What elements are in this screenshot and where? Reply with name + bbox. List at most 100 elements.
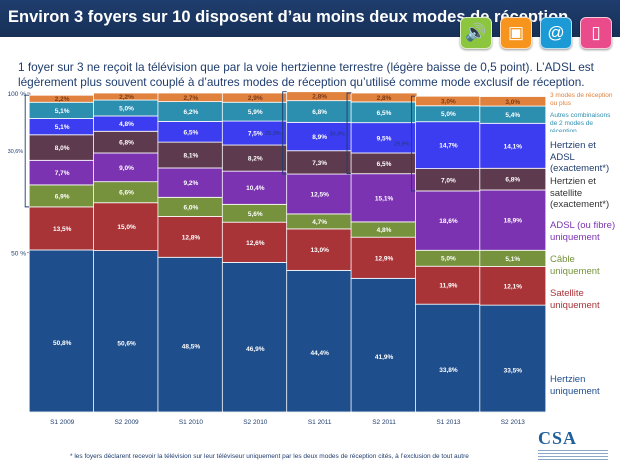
data-label: 6,5%	[377, 110, 392, 117]
data-label: 6,8%	[505, 177, 520, 184]
x-tick-label: S1 2013	[436, 419, 461, 426]
data-label: 5,6%	[248, 211, 263, 218]
data-label: 2,2%	[55, 96, 70, 103]
data-label: 7,0%	[441, 177, 456, 184]
legend-item: Autres combinaisons de 2 modes de récept…	[550, 112, 611, 132]
data-label: 2,2%	[119, 94, 134, 101]
data-label: 2,7%	[184, 95, 199, 102]
media-icons: 🔊 ▣ @ ▯	[460, 17, 612, 49]
data-label: 4,8%	[377, 227, 392, 234]
data-label: 9,5%	[377, 135, 392, 142]
x-tick-label: S2 2013	[501, 419, 526, 426]
bar-segment	[350, 236, 418, 279]
bar-segment	[221, 221, 289, 263]
bar-segment	[286, 173, 354, 215]
footnote: * les foyers déclarent recevoir la télév…	[70, 453, 469, 460]
legend-label: Hertzien et satellite (exactement*)	[550, 176, 610, 210]
bar-segment	[286, 269, 354, 413]
bracket	[410, 95, 416, 192]
data-label: 14,1%	[504, 143, 523, 150]
data-label: 10,4%	[246, 185, 265, 192]
bracket-label: 29,9%	[394, 142, 410, 148]
data-label: 48,5%	[182, 344, 201, 351]
legend-item: 3 modes de réception ou plus	[550, 92, 613, 107]
data-label: 50,6%	[117, 340, 136, 347]
data-label: 15,1%	[375, 195, 394, 202]
data-label: 46,9%	[246, 346, 265, 353]
data-label: 6,8%	[119, 140, 134, 147]
data-label: 8,0%	[55, 145, 70, 152]
data-label: 5,1%	[505, 256, 520, 263]
bar-segment	[28, 249, 96, 413]
bar-segment	[157, 141, 225, 169]
legend-label: Hertzien uniquement	[550, 374, 600, 397]
bar-segment	[350, 173, 418, 223]
speaker-icon: 🔊	[460, 17, 492, 49]
data-label: 9,0%	[119, 165, 134, 172]
legend-label: Câble uniquement	[550, 254, 600, 277]
bracket	[346, 92, 352, 175]
data-label: 4,8%	[119, 121, 134, 128]
x-tick-label: S1 2011	[308, 419, 332, 426]
legend-item: Hertzien et ADSL (exactement*)	[550, 140, 610, 174]
logo-lines	[538, 450, 608, 460]
bracket-label: 30,4%	[329, 131, 345, 137]
logo-text: CSA	[538, 428, 578, 448]
data-label: 6,6%	[119, 190, 134, 197]
legend-item: Hertzien et satellite (exactement*)	[550, 176, 610, 210]
data-label: 5,9%	[248, 109, 263, 116]
bar-segment	[28, 134, 96, 161]
x-tick-label: S2 2010	[243, 419, 268, 426]
y-tick-label: 100 %	[8, 91, 27, 98]
data-label: 9,2%	[184, 180, 199, 187]
bar-segment	[479, 189, 547, 251]
bar-segment	[479, 96, 547, 107]
x-tick-label: S2 2011	[372, 419, 396, 426]
legend-label: Satellite uniquement	[550, 288, 600, 311]
legend-item: Satellite uniquement	[550, 288, 600, 311]
legend-label: 3 modes de réception ou plus	[550, 92, 613, 107]
data-label: 5,4%	[505, 112, 520, 119]
data-label: 33,8%	[439, 367, 458, 374]
data-label: 7,7%	[55, 170, 70, 177]
bar-segment	[93, 202, 160, 251]
bar-segment	[479, 304, 547, 413]
data-label: 33,5%	[504, 368, 523, 375]
data-label: 8,9%	[312, 134, 327, 141]
data-label: 2,8%	[312, 94, 327, 101]
data-label: 8,1%	[184, 153, 199, 160]
x-tick-label: S1 2010	[179, 419, 204, 426]
y-tick-label: 50 %	[11, 251, 26, 258]
x-tick-label: S2 2009	[114, 419, 139, 426]
data-label: 12,5%	[310, 191, 329, 198]
legend-label: Autres combinaisons de 2 modes de récept…	[550, 112, 611, 132]
data-label: 2,8%	[377, 95, 392, 102]
csa-logo: CSA	[538, 428, 608, 462]
data-label: 5,1%	[55, 108, 70, 115]
data-label: 44,4%	[310, 350, 329, 357]
data-label: 18,6%	[439, 218, 458, 225]
data-label: 41,9%	[375, 354, 394, 361]
legend-label: ADSL (ou fibre) uniquement	[550, 220, 616, 243]
bar-segment	[479, 266, 547, 306]
legend-label: Hertzien et ADSL (exactement*)	[550, 140, 610, 174]
data-label: 6,2%	[184, 109, 199, 116]
data-label: 3,0%	[441, 98, 456, 105]
data-label: 8,2%	[248, 156, 263, 163]
data-label: 7,5%	[248, 131, 263, 138]
legend-item: ADSL (ou fibre) uniquement	[550, 220, 616, 243]
legend-item: Câble uniquement	[550, 254, 600, 277]
bar-segment	[93, 152, 160, 183]
data-label: 11,9%	[439, 283, 457, 290]
data-label: 5,0%	[119, 105, 134, 112]
tablet-icon: ▯	[580, 17, 612, 49]
data-label: 2,9%	[248, 95, 263, 102]
data-label: 4,7%	[312, 219, 327, 226]
bar-segment	[415, 303, 482, 413]
data-label: 6,5%	[184, 129, 199, 136]
bar-segment	[479, 122, 547, 169]
data-label: 12,6%	[246, 240, 265, 247]
data-label: 3,0%	[505, 99, 520, 106]
data-label: 12,8%	[182, 234, 201, 241]
bar-segment	[350, 122, 418, 154]
